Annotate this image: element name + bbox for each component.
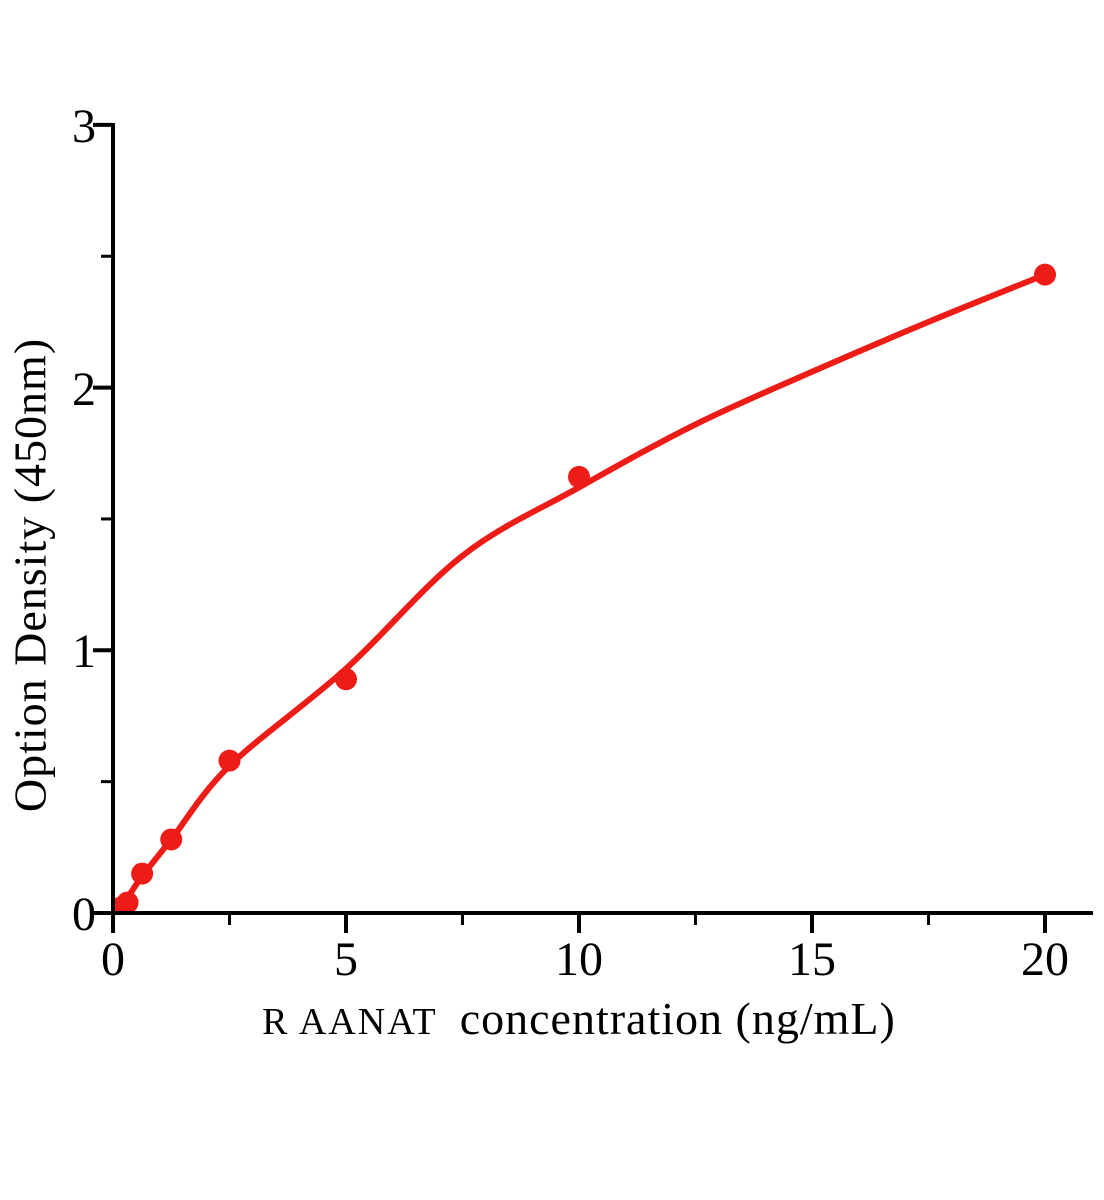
data-point [335, 668, 357, 691]
axes [93, 122, 1093, 933]
data-point [1034, 263, 1056, 286]
data-point [568, 465, 590, 488]
data-layer [113, 263, 1056, 915]
data-points [113, 263, 1056, 915]
y-axis-title: Option Density (450nm) [4, 337, 56, 813]
x-tick-label: 10 [555, 933, 603, 986]
y-tick-label: 1 [72, 625, 96, 679]
x-tick-label: 0 [101, 933, 125, 986]
data-point [160, 828, 183, 851]
data-point [218, 749, 241, 772]
data-point [131, 862, 154, 885]
data-point [116, 891, 139, 914]
x-axis-title: R AANAT concentration (ng/mL) [262, 992, 896, 1045]
x-tick-label: 5 [334, 933, 358, 986]
y-tick-label: 3 [72, 99, 96, 153]
x-tick-label: 15 [788, 933, 836, 986]
y-tick-label: 0 [72, 888, 96, 941]
x-tick-label: 20 [1021, 933, 1069, 986]
y-tick-label: 2 [72, 362, 96, 416]
x-axis-title-prefix: R AANAT [262, 1001, 438, 1043]
x-axis-title-main: concentration (ng/mL) [459, 993, 896, 1044]
fit-curve-line [113, 271, 1048, 915]
